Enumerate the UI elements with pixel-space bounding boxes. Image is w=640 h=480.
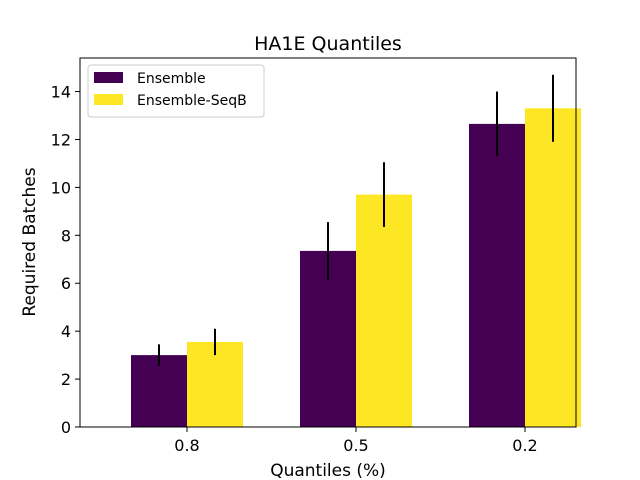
bar-0-1: [300, 250, 356, 427]
x-tick-label-0: 0.8: [174, 436, 199, 455]
x-axis: 0.8 0.5 0.2: [174, 427, 538, 455]
plot-frame: [79, 57, 577, 428]
y-tick-label-2: 4: [61, 322, 71, 341]
y-tick-label-3: 6: [61, 274, 71, 293]
bar-1-2: [525, 108, 581, 428]
legend: Ensemble Ensemble-SeqB: [87, 64, 265, 118]
legend-swatch-1: [94, 94, 123, 105]
chart-title: HA1E Quantiles: [254, 33, 402, 55]
legend-label-0: Ensemble: [137, 71, 206, 87]
bar-1-1: [356, 194, 412, 427]
x-tick-label-2: 0.2: [512, 436, 537, 455]
x-tick-label-1: 0.5: [343, 436, 368, 455]
bar-0-0: [131, 355, 187, 427]
error-bars-group: [158, 74, 554, 366]
legend-swatch-0: [94, 72, 123, 83]
y-tick-label-6: 12: [51, 130, 71, 149]
bar-0-2: [469, 123, 525, 428]
y-axis: 0 2 4 6 8 10 12 14: [51, 83, 80, 437]
y-tick-label-0: 0: [61, 418, 71, 437]
y-tick-label-4: 8: [61, 226, 71, 245]
bars-group: [131, 108, 581, 428]
legend-frame: [87, 64, 265, 118]
y-axis-label: Required Batches: [20, 167, 40, 316]
bar-1-0: [187, 341, 243, 427]
y-tick-label-5: 10: [51, 178, 71, 197]
legend-label-1: Ensemble-SeqB: [137, 93, 247, 109]
x-axis-label: Quantiles (%): [270, 461, 386, 480]
y-tick-label-1: 2: [61, 370, 71, 389]
y-tick-label-7: 14: [51, 83, 71, 102]
